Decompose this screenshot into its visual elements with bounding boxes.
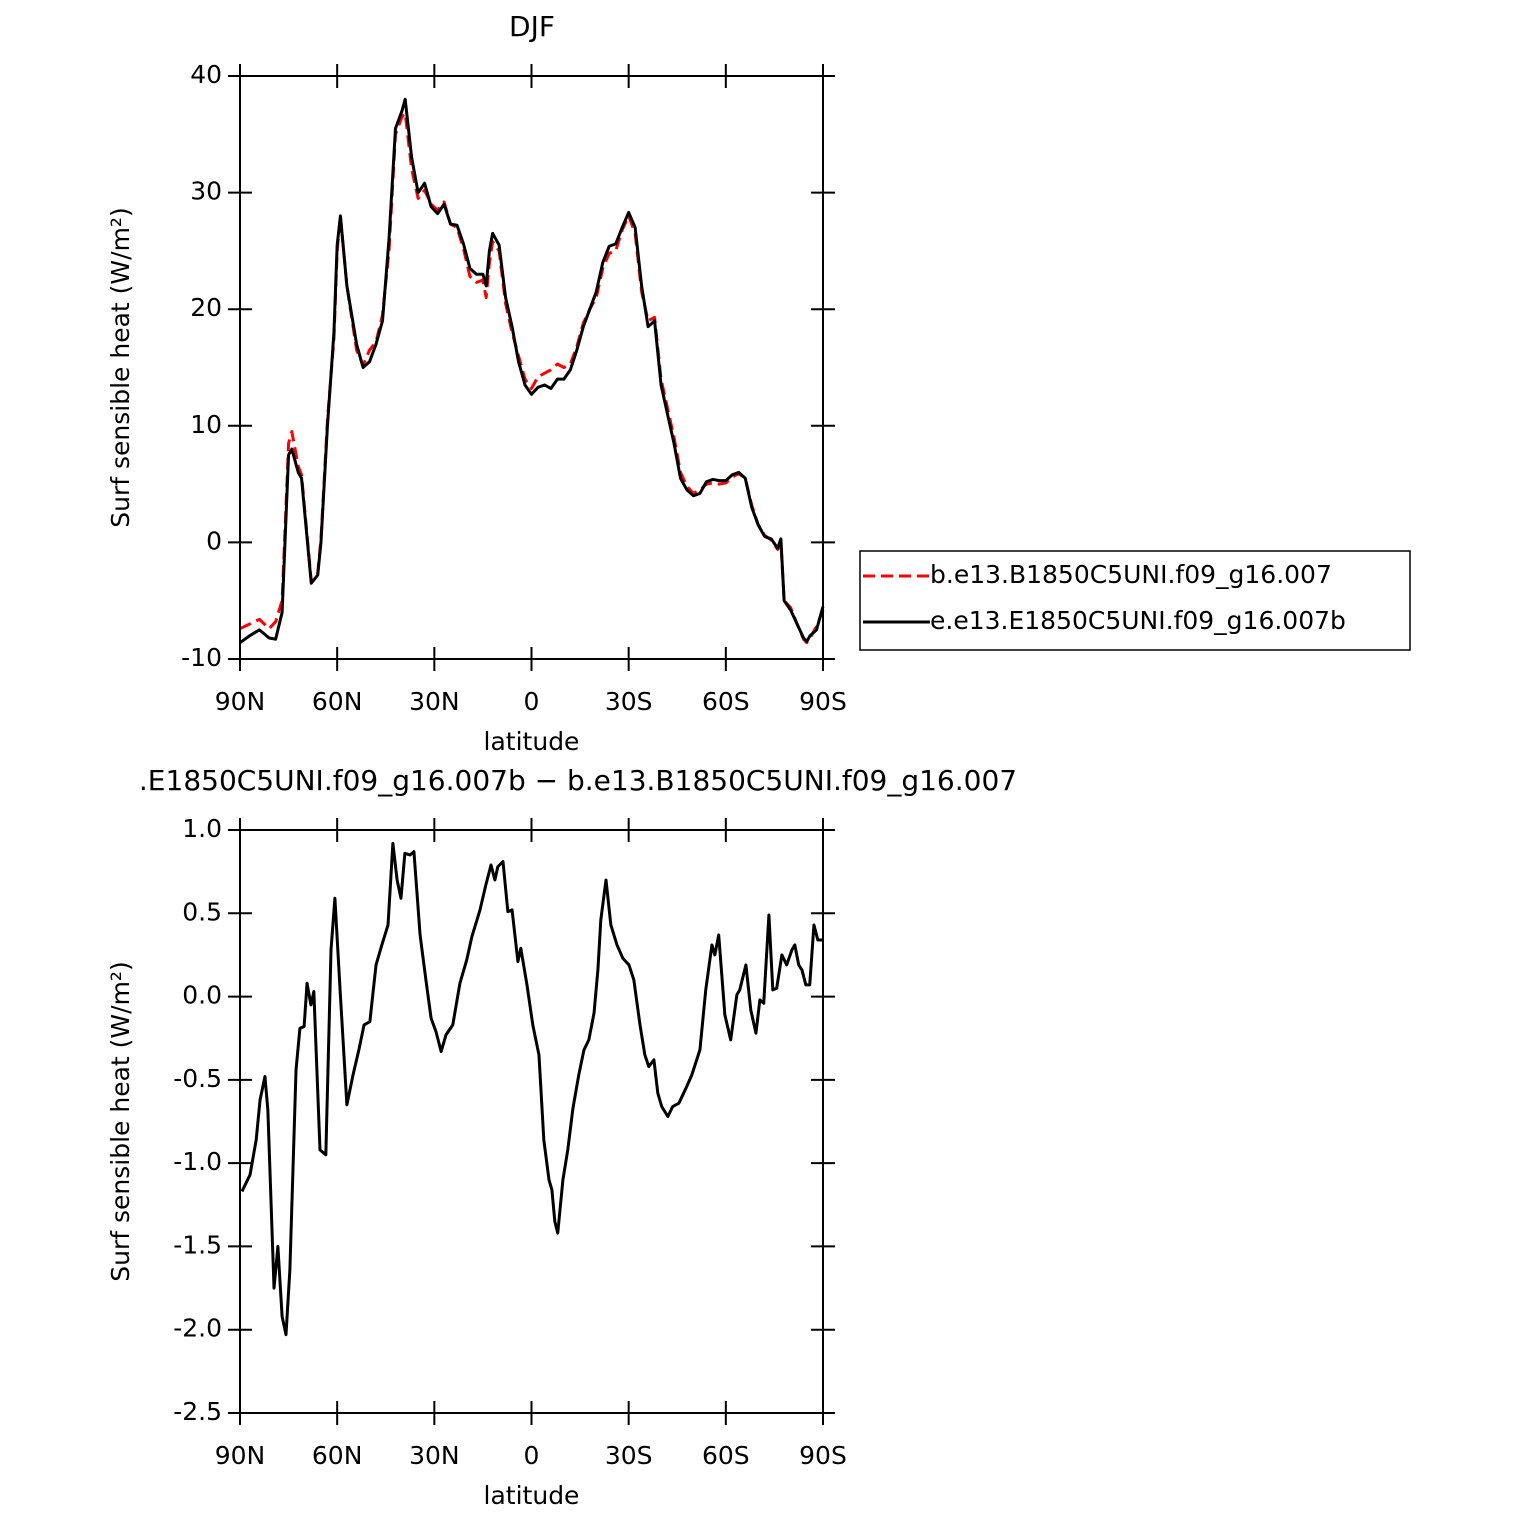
x-tick-label: 60S (702, 687, 750, 716)
y-axis-label: Surf sensible heat (W/m²) (106, 961, 135, 1281)
chart-title: DJF (509, 10, 555, 43)
y-tick-label: -1.0 (173, 1147, 222, 1176)
x-tick-label: 30S (605, 1441, 653, 1470)
x-tick-label: 60N (312, 1441, 363, 1470)
legend-label: e.e13.E1850C5UNI.f09_g16.007b (930, 606, 1346, 635)
legend-label: b.e13.B1850C5UNI.f09_g16.007 (930, 560, 1332, 589)
y-tick-label: -10 (181, 643, 222, 672)
data-line (239, 111, 825, 645)
chart-title: .E1850C5UNI.f09_g16.007b − b.e13.B1850C5… (139, 764, 1017, 797)
legend-box (859, 550, 1411, 651)
y-tick-label: 10 (190, 410, 222, 439)
y-tick-label: 0.0 (182, 981, 222, 1010)
y-tick-label: 40 (190, 60, 222, 89)
y-tick-label: 1.0 (182, 814, 222, 843)
x-axis-label: latitude (484, 1481, 580, 1510)
y-axis-label: Surf sensible heat (W/m²) (106, 207, 135, 527)
plot-frame (239, 75, 824, 660)
x-tick-label: 30N (409, 687, 460, 716)
y-tick-label: 30 (190, 177, 222, 206)
plot-frame (239, 829, 824, 1414)
x-tick-label: 30N (409, 1441, 460, 1470)
y-tick-label: -0.5 (173, 1064, 222, 1093)
x-tick-label: 90N (215, 1441, 266, 1470)
x-tick-label: 30S (605, 687, 653, 716)
x-tick-label: 60S (702, 1441, 750, 1470)
x-tick-label: 90S (799, 1441, 847, 1470)
y-tick-label: 0.5 (182, 897, 222, 926)
y-tick-label: -2.0 (173, 1314, 222, 1343)
data-line (239, 97, 825, 644)
x-tick-label: 0 (524, 687, 540, 716)
x-tick-label: 0 (524, 1441, 540, 1470)
x-tick-label: 60N (312, 687, 363, 716)
y-tick-label: 0 (206, 526, 222, 555)
y-tick-label: -1.5 (173, 1230, 222, 1259)
y-tick-label: 20 (190, 293, 222, 322)
x-tick-label: 90S (799, 687, 847, 716)
x-tick-label: 90N (215, 687, 266, 716)
x-axis-label: latitude (484, 727, 580, 756)
y-tick-label: -2.5 (173, 1397, 222, 1426)
data-line (240, 841, 823, 1337)
